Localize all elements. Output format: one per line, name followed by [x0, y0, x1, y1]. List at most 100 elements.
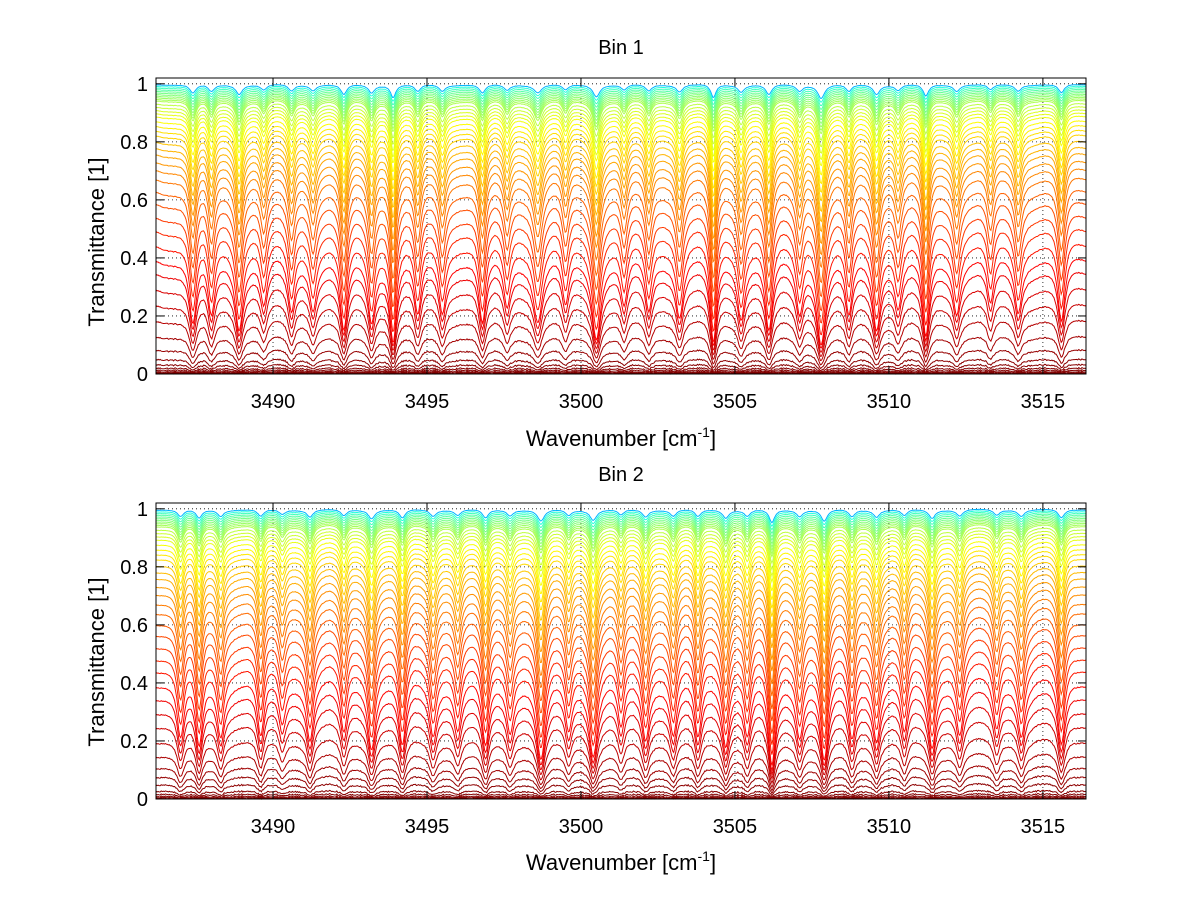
- chart-2-series-line: [155, 617, 1086, 710]
- chart-2-series-line: [155, 782, 1087, 797]
- chart-2-series-line: [155, 580, 1086, 660]
- chart-1-series-line: [155, 319, 1087, 362]
- chart-2-series-line: [155, 588, 1086, 672]
- chart-1-ytick-label: 0.4: [120, 248, 148, 270]
- chart-2-axes-box: [155, 502, 1087, 800]
- chart-2-series-line: [155, 639, 1086, 734]
- chart-1-series-line: [155, 95, 1087, 124]
- chart-1-ytick-label: 0: [137, 364, 148, 386]
- chart-1-series-line: [155, 152, 1087, 233]
- chart-1-series-line: [155, 258, 1087, 346]
- chart-1-series-line: [155, 98, 1087, 131]
- chart-2-series-line: [155, 518, 1086, 545]
- chart-2-series-line: [155, 522, 1086, 555]
- chart-2-series-line: [155, 706, 1087, 777]
- chart-2-xtick-label: 3495: [405, 816, 450, 838]
- chart-1-series-line: [155, 106, 1087, 148]
- chart-1-series-line: [155, 112, 1087, 161]
- chart-2-series-line: [155, 573, 1086, 648]
- chart-2-series-line: [155, 567, 1086, 638]
- chart-2-series-line: [155, 792, 1087, 799]
- chart-2-ticks: 3490 3495 3500 3505 3510 3515 0 0.2 0.4 0.6 0.8 1: [120, 499, 1086, 838]
- chart-1-xtick-label: 3495: [405, 391, 450, 413]
- chart-1-series-line: [155, 120, 1087, 176]
- chart-1-ytick-label: 0.6: [120, 190, 148, 212]
- chart-2-ylabel: Transmittance [1]: [84, 577, 109, 746]
- chart-1-series-line: [155, 358, 1087, 372]
- chart-1-series-line: [155, 228, 1087, 324]
- chart-2-series-line: [155, 789, 1087, 798]
- chart-1-series-line: [155, 303, 1087, 357]
- chart-1-series-line: [155, 177, 1087, 268]
- chart-2-series-line: [155, 691, 1086, 773]
- chart-2-ytick-label: 0.8: [120, 557, 148, 579]
- chart-1-series-line: [155, 370, 1087, 375]
- chart-2-series-line: [155, 510, 1086, 528]
- chart-2-series-line: [155, 536, 1086, 584]
- chart-1-series-line: [155, 109, 1087, 154]
- chart-1-series-line: [155, 96, 1087, 128]
- chart-1-series-line: [155, 287, 1087, 353]
- chart-2-series-line: [155, 508, 1086, 524]
- chart-1-series-line: [155, 146, 1087, 223]
- chart-2-series-line: [155, 519, 1087, 549]
- chart-1-series-line: [155, 91, 1087, 117]
- chart-2-xtick-label: 3505: [713, 816, 758, 838]
- chart-2-xlabel-main: Wavenumber [cm: [526, 850, 698, 875]
- chart-1-series-line: [155, 348, 1087, 370]
- chart-2-series-line: [155, 721, 1086, 781]
- chart-2-ytick-label: 1: [137, 499, 148, 521]
- chart-1-series-line: [155, 90, 1087, 114]
- chart-2-series-line: [155, 597, 1086, 685]
- chart-2-xlabel-end: ]: [710, 850, 716, 875]
- chart-2-series-line: [155, 774, 1087, 794]
- chart-2-series-line: [155, 514, 1086, 538]
- chart-2-ytick-label: 0.2: [120, 731, 148, 753]
- chart-1-xlabel: Wavenumber [cm-1]: [526, 424, 716, 451]
- chart-2-ytick-label: 0: [137, 789, 148, 811]
- chart-2-series-line: [155, 516, 1087, 542]
- chart-2-series-line: [155, 524, 1086, 559]
- chart-1-xtick-label: 3505: [713, 391, 758, 413]
- chart-2-series-line: [155, 606, 1087, 697]
- chart-2-series-group: [155, 508, 1087, 800]
- chart-1-series-line: [155, 102, 1087, 141]
- chart-2-series-line: [155, 561, 1087, 628]
- chart-2-series-line: [155, 511, 1087, 531]
- chart-1-series-line: [155, 129, 1087, 193]
- chart-2-series-line: [155, 554, 1087, 617]
- chart-2-series-line: [155, 521, 1086, 552]
- chart-2-series-line: [155, 533, 1086, 578]
- chart-1-xtick-label: 3500: [559, 391, 604, 413]
- chart-1-series-line: [155, 215, 1087, 312]
- chart-2-xlabel: Wavenumber [cm-1]: [526, 848, 716, 875]
- chart-2-xtick-label: 3500: [559, 816, 604, 838]
- chart-1-series-line: [155, 366, 1087, 374]
- chart-1-series-line: [155, 99, 1087, 135]
- chart-2-title: Bin 2: [598, 464, 644, 486]
- chart-1-series-line: [155, 363, 1087, 373]
- chart-1-series-line: [155, 115, 1087, 167]
- chart-1-xtick-label: 3490: [251, 391, 296, 413]
- chart-1-ytick-label: 0.2: [120, 306, 148, 328]
- chart-1-series-line: [155, 189, 1087, 284]
- chart-2-series-line: [155, 752, 1087, 789]
- chart-1-series-line: [155, 93, 1087, 121]
- chart-1-series-line: [155, 271, 1087, 349]
- chart-1-series-line: [155, 134, 1087, 202]
- chart-1-series-line: [155, 168, 1087, 256]
- chart-2-xlabel-sup: -1: [698, 848, 711, 864]
- chart-2-series-line: [155, 737, 1086, 785]
- chart-1-xlabel-main: Wavenumber [cm: [526, 426, 698, 451]
- chart-1-series-line: [155, 368, 1087, 375]
- chart-2-series-line: [155, 663, 1087, 755]
- chart-bin-1: Bin 1 3490 3495 3500 3505 3510 3515 0 0.2 0.4 0.6…: [84, 37, 1087, 451]
- chart-1-series-line: [155, 140, 1087, 213]
- chart-2-series-line: [155, 527, 1087, 565]
- chart-1-axes-box: [155, 77, 1087, 375]
- chart-2-xtick-label: 3515: [1021, 816, 1066, 838]
- chart-bin-2: Bin 2 3490 3495 3500 3505 3510 3515 0 0.2 0.4 0.6…: [84, 464, 1087, 875]
- chart-2-series-line: [155, 530, 1087, 572]
- chart-2-xtick-label: 3490: [251, 816, 296, 838]
